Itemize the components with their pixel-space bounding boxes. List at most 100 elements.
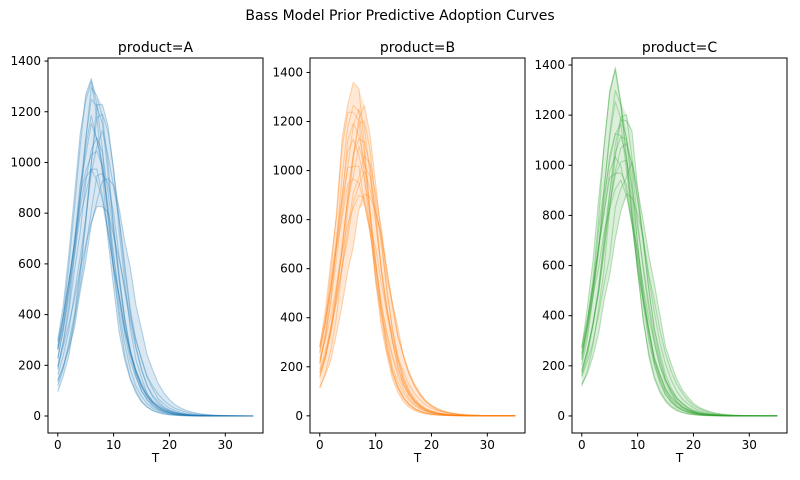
adoption-curve bbox=[581, 123, 778, 417]
adoption-curve bbox=[581, 89, 778, 417]
y-tick-label: 200 bbox=[542, 359, 565, 373]
adoption-curve bbox=[581, 156, 778, 417]
panel-title-product-c: product=C bbox=[641, 40, 718, 56]
panel-title-product-a: product=A bbox=[117, 40, 194, 56]
y-tick-label: 1400 bbox=[10, 54, 41, 68]
y-tick-label: 400 bbox=[542, 309, 565, 323]
adoption-curve bbox=[57, 178, 254, 417]
adoption-curve bbox=[57, 86, 254, 417]
adoption-curve bbox=[319, 145, 516, 417]
y-tick-label: 1200 bbox=[272, 115, 303, 129]
x-tick-label: 0 bbox=[54, 438, 62, 452]
y-tick-label: 800 bbox=[280, 213, 303, 227]
adoption-curve bbox=[319, 104, 516, 417]
adoption-curve bbox=[581, 119, 778, 417]
adoption-curve bbox=[57, 114, 254, 417]
adoption-curve bbox=[57, 98, 254, 417]
y-tick-label: 0 bbox=[33, 409, 41, 423]
adoption-curve bbox=[57, 168, 254, 417]
adoption-curve bbox=[319, 111, 516, 417]
adoption-curve bbox=[319, 165, 516, 417]
adoption-curve bbox=[319, 108, 516, 417]
x-tick-label: 30 bbox=[480, 438, 495, 452]
y-tick-label: 800 bbox=[542, 208, 565, 222]
panel-product=C: 0 10 20 30 0 200 400 600 800 1000 1200 1400 bbox=[534, 57, 788, 452]
prior-predictive-band bbox=[319, 82, 516, 416]
adoption-curve bbox=[581, 136, 778, 417]
y-tick-label: 0 bbox=[557, 409, 565, 423]
y-tick-label: 200 bbox=[280, 360, 303, 374]
x-tick-label: 0 bbox=[578, 438, 586, 452]
adoption-curve bbox=[581, 69, 778, 417]
adoption-curve bbox=[57, 113, 254, 417]
panel-product=A: 0 10 20 30 0 200 400 600 800 1000 1200 1400 bbox=[10, 54, 264, 452]
adoption-curve bbox=[319, 138, 516, 417]
y-tick-label: 600 bbox=[18, 257, 41, 271]
adoption-curve bbox=[581, 101, 778, 417]
adoption-curve bbox=[319, 154, 516, 417]
y-tick-label: 400 bbox=[18, 308, 41, 322]
adoption-curve bbox=[319, 195, 516, 417]
y-tick-label: 1000 bbox=[272, 164, 303, 178]
y-tick-label: 1400 bbox=[534, 58, 565, 72]
y-tick-label: 800 bbox=[18, 206, 41, 220]
adoption-curve bbox=[319, 120, 516, 417]
figure-title: Bass Model Prior Predictive Adoption Cur… bbox=[245, 8, 555, 24]
adoption-curve bbox=[319, 193, 516, 417]
adoption-curve bbox=[319, 81, 516, 417]
adoption-curve bbox=[581, 179, 778, 417]
x-tick-label: 10 bbox=[630, 438, 645, 452]
adoption-curve bbox=[57, 168, 254, 417]
prior-predictive-band bbox=[581, 67, 778, 416]
adoption-curve bbox=[57, 122, 254, 417]
x-tick-label: 30 bbox=[218, 438, 233, 452]
adoption-curve bbox=[57, 172, 254, 417]
adoption-curve bbox=[57, 137, 254, 417]
x-tick-label: 10 bbox=[106, 438, 121, 452]
y-tick-label: 0 bbox=[295, 409, 303, 423]
adoption-curve bbox=[57, 130, 254, 417]
y-tick-label: 200 bbox=[18, 358, 41, 372]
panel-product=B: 0 10 20 30 0 200 400 600 800 1000 1200 1400 bbox=[272, 57, 526, 452]
adoption-curve bbox=[319, 138, 516, 417]
adoption-curve bbox=[319, 170, 516, 417]
adoption-curve bbox=[581, 66, 778, 417]
adoption-curve bbox=[57, 103, 254, 417]
x-tick-label: 20 bbox=[424, 438, 439, 452]
adoption-curve bbox=[319, 178, 516, 417]
x-axis-label-product-b: T bbox=[413, 451, 422, 465]
adoption-curve bbox=[581, 142, 778, 417]
y-tick-label: 1400 bbox=[272, 65, 303, 79]
adoption-curve bbox=[57, 77, 254, 417]
panel-title-product-b: product=B bbox=[379, 40, 456, 56]
x-tick-label: 30 bbox=[742, 438, 757, 452]
adoption-curve bbox=[581, 159, 778, 417]
x-tick-label: 0 bbox=[316, 438, 324, 452]
adoption-curve bbox=[581, 172, 778, 417]
x-axis-label-product-c: T bbox=[675, 451, 684, 465]
adoption-curve bbox=[57, 205, 254, 417]
y-tick-label: 1200 bbox=[10, 105, 41, 119]
y-tick-label: 1000 bbox=[534, 158, 565, 172]
adoption-curve bbox=[319, 105, 516, 417]
x-tick-label: 20 bbox=[686, 438, 701, 452]
adoption-curve bbox=[319, 122, 516, 417]
adoption-curve bbox=[57, 150, 254, 417]
adoption-curve bbox=[581, 133, 778, 417]
y-tick-label: 1000 bbox=[10, 155, 41, 169]
x-axis-label-product-a: T bbox=[151, 451, 160, 465]
x-tick-label: 20 bbox=[162, 438, 177, 452]
adoption-curve bbox=[581, 161, 778, 417]
adoption-curve bbox=[581, 114, 778, 417]
axes-frame bbox=[309, 57, 526, 434]
adoption-curve bbox=[581, 193, 778, 417]
adoption-curve bbox=[57, 80, 254, 417]
y-tick-label: 600 bbox=[280, 262, 303, 276]
y-tick-label: 600 bbox=[542, 259, 565, 273]
axes-frame bbox=[571, 57, 788, 434]
y-tick-label: 1200 bbox=[534, 108, 565, 122]
prior-predictive-band bbox=[57, 78, 254, 417]
y-tick-label: 400 bbox=[280, 311, 303, 325]
